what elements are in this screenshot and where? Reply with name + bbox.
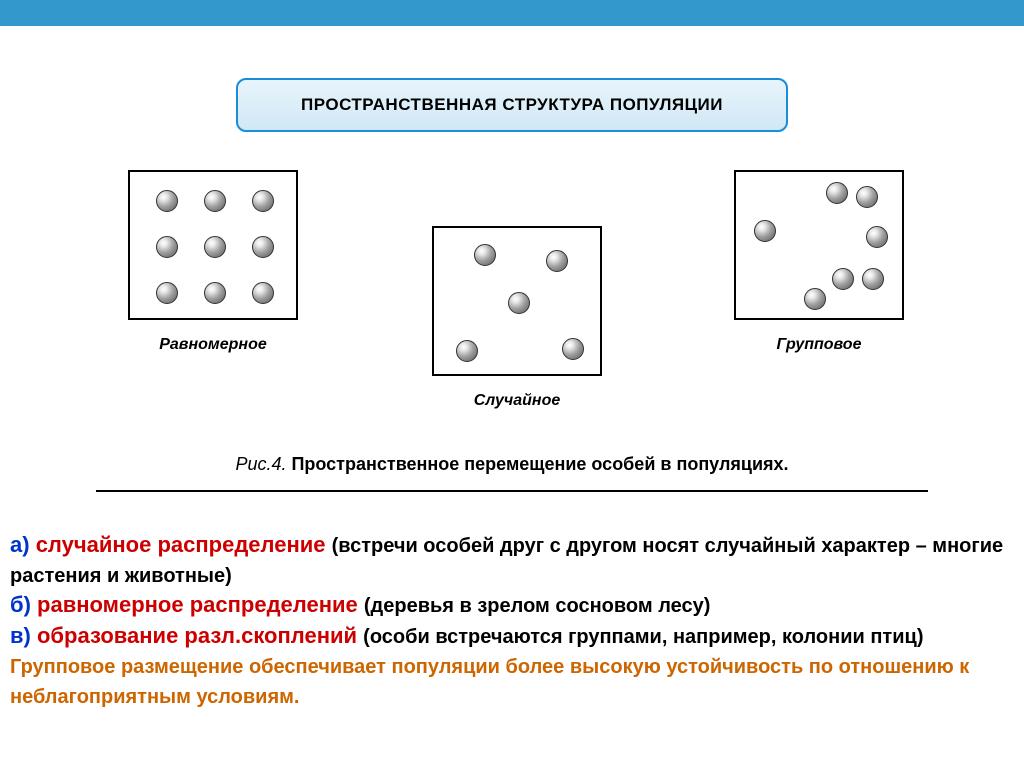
desc-b-term: равномерное распределение [37, 592, 358, 617]
sphere-icon [754, 220, 776, 242]
desc-a-letter: а) [10, 532, 30, 557]
sphere-icon [456, 340, 478, 362]
sphere-icon [474, 244, 496, 266]
label-random: Случайное [432, 392, 602, 410]
sphere-icon [562, 338, 584, 360]
sphere-icon [832, 268, 854, 290]
sphere-icon [252, 282, 274, 304]
sphere-icon [866, 226, 888, 248]
sphere-icon [546, 250, 568, 272]
sphere-icon [156, 190, 178, 212]
sphere-icon [252, 190, 274, 212]
label-uniform: Равномерное [128, 336, 298, 354]
pattern-box-group [734, 170, 904, 320]
desc-c-paren: (особи встречаются группами, например, к… [363, 626, 923, 648]
sphere-icon [826, 182, 848, 204]
sphere-icon [156, 282, 178, 304]
desc-c-letter: в) [10, 623, 31, 648]
sphere-icon [252, 236, 274, 258]
desc-c-extra: Групповое размещение обеспечивает популя… [10, 656, 969, 708]
title-text: ПРОСТРАНСТВЕННАЯ СТРУКТУРА ПОПУЛЯЦИИ [301, 95, 723, 115]
label-group: Групповое [734, 336, 904, 354]
desc-c-term: образование разл.скоплений [37, 623, 357, 648]
pattern-box-uniform [128, 170, 298, 320]
caption-divider [96, 490, 928, 492]
sphere-icon [156, 236, 178, 258]
diagram-area: Равномерное Случайное Групповое [0, 160, 1024, 440]
desc-c: в) образование разл.скоплений (особи вст… [10, 621, 1014, 712]
caption-text: Пространственное перемещение особей в по… [291, 454, 788, 474]
sphere-icon [856, 186, 878, 208]
desc-b: б) равномерное распределение (деревья в … [10, 590, 1014, 620]
sphere-icon [204, 236, 226, 258]
title-banner: ПРОСТРАНСТВЕННАЯ СТРУКТУРА ПОПУЛЯЦИИ [236, 78, 788, 132]
description-block: а) случайное распределение (встречи особ… [10, 530, 1014, 711]
sphere-icon [804, 288, 826, 310]
sphere-icon [204, 190, 226, 212]
sphere-icon [508, 292, 530, 314]
desc-b-paren: (деревья в зрелом сосновом лесу) [364, 595, 711, 617]
desc-a-term: случайное распределение [36, 532, 326, 557]
sphere-icon [204, 282, 226, 304]
figure-caption: Рис.4. Пространственное перемещение особ… [0, 454, 1024, 475]
pattern-box-random [432, 226, 602, 376]
desc-b-letter: б) [10, 592, 31, 617]
desc-a: а) случайное распределение (встречи особ… [10, 530, 1014, 590]
header-bar [0, 0, 1024, 28]
caption-fig: Рис.4. [235, 454, 286, 474]
sphere-icon [862, 268, 884, 290]
